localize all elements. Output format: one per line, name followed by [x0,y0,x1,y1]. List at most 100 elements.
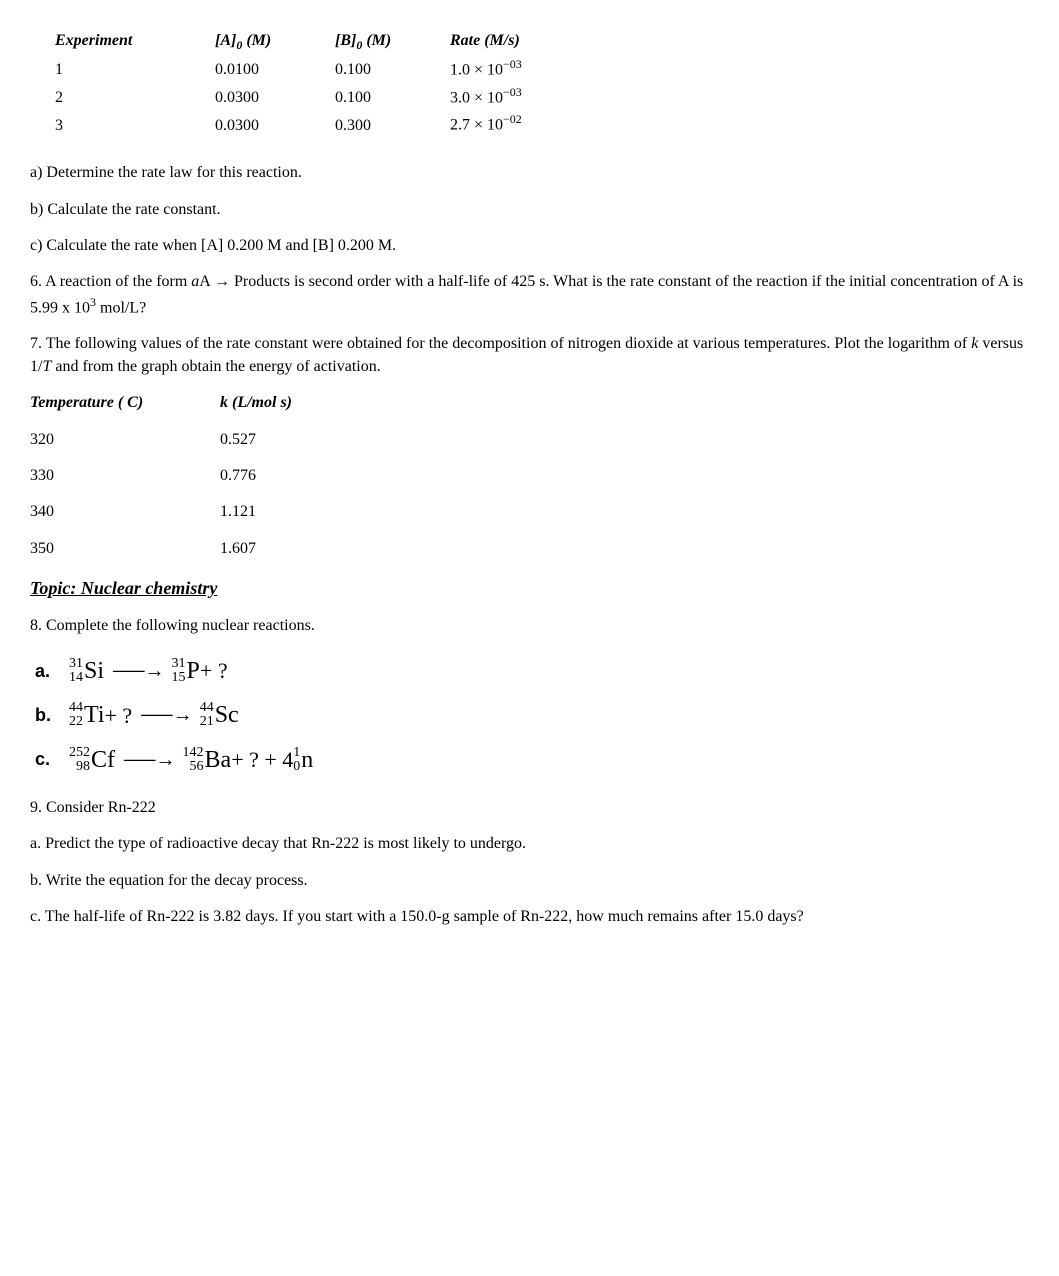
a-val: 0.0100 [215,59,335,81]
rate-mantissa: 1.0 [450,61,470,78]
header-rate-pre: Rate [450,32,484,49]
table-row: 1 0.0100 0.100 1.0 × 10−03 [55,56,1029,82]
isotope-neutron: 10n [293,741,313,779]
k-val: 0.527 [220,429,340,451]
eqn-rhs-mid: + ? + 4 [231,742,293,777]
eqn-label-a: a. [35,657,59,686]
mass-num: 142 [183,746,204,760]
header-a-post: (M) [242,32,271,49]
temp-row: 350 1.607 [30,538,1029,560]
header-rate: Rate (M/s) [450,30,630,54]
mass-num: 31 [69,657,83,671]
a-val: 0.0300 [215,87,335,109]
table-header-row: Experiment [A]0 (M) [B]0 (M) Rate (M/s) [55,30,1029,54]
topic-heading: Topic: Nuclear chemistry [30,576,1029,601]
iso-nums: 14256 [183,746,204,774]
question-c: c) Calculate the rate when [A] 0.200 M a… [30,235,1029,257]
element-sym: Ba [205,741,232,779]
q6-post: mol/L? [96,299,146,316]
iso-nums: 4421 [200,701,214,729]
header-rate-post: (M/s) [484,32,520,49]
arrow-icon: ⸺→ [123,744,175,776]
exp-num: 1 [55,59,215,81]
header-k: k (L/mol s) [220,392,340,414]
k-val: 1.121 [220,501,340,523]
temp-row: 320 0.527 [30,429,1029,451]
rate-mantissa: 2.7 [450,117,470,134]
header-a-pre: [A] [215,32,236,49]
exp-num: 2 [55,87,215,109]
element-sym: Ti [84,696,104,734]
isotope-si31: 3114Si [69,652,104,690]
temp-header-row: Temperature ( C) k (L/mol s) [30,392,1029,414]
exp-num: 3 [55,115,215,137]
element-sym: Sc [215,696,239,734]
rate-val: 3.0 × 10−03 [450,84,630,110]
isotope-ba142: 14256Ba [183,741,232,779]
element-sym: P [187,652,200,690]
element-sym: n [301,741,313,779]
temp-val: 350 [30,538,220,560]
question-9c: c. The half-life of Rn-222 is 3.82 days.… [30,906,1029,928]
element-sym: Si [84,652,104,690]
question-9a: a. Predict the type of radioactive decay… [30,833,1029,855]
atomic-num: 15 [172,671,186,685]
eqn-label-b: b. [35,701,59,730]
question-7: 7. The following values of the rate cons… [30,333,1029,378]
iso-nums: 3115 [172,657,186,685]
q7-post: and from the graph obtain the energy of … [51,358,380,375]
atomic-num: 98 [76,760,90,774]
header-a0: [A]0 (M) [215,30,335,54]
q7-pre: 7. The following values of the rate cons… [30,335,971,352]
mass-num: 44 [200,701,214,715]
question-b: b) Calculate the rate constant. [30,199,1029,221]
question-9: 9. Consider Rn-222 [30,797,1029,819]
atomic-num: 0 [293,760,300,774]
question-8: 8. Complete the following nuclear reacti… [30,615,1029,637]
header-b0: [B]0 (M) [335,30,450,54]
temp-val: 320 [30,429,220,451]
table-row: 3 0.0300 0.300 2.7 × 10−02 [55,111,1029,137]
eqn-lhs-tail: + ? [104,698,132,733]
k-val: 1.607 [220,538,340,560]
header-temperature: Temperature ( C) [30,392,220,414]
k-val: 0.776 [220,465,340,487]
question-a: a) Determine the rate law for this react… [30,162,1029,184]
atomic-num: 14 [69,671,83,685]
question-6: 6. A reaction of the form aA → Products … [30,271,1029,319]
b-val: 0.300 [335,115,450,137]
iso-nums: 3114 [69,657,83,685]
temp-row: 330 0.776 [30,465,1029,487]
isotope-ti44: 4422Ti [69,696,104,734]
temp-val: 330 [30,465,220,487]
temperature-table: Temperature ( C) k (L/mol s) 320 0.527 3… [30,392,1029,560]
table-row: 2 0.0300 0.100 3.0 × 10−03 [55,84,1029,110]
rate-exp: −03 [503,85,522,99]
arrow-icon: ⸺→ [140,699,192,731]
mass-num: 252 [69,746,90,760]
isotope-cf252: 25298Cf [69,741,115,779]
iso-nums: 4422 [69,701,83,729]
header-b-post: (M) [362,32,391,49]
temp-row: 340 1.121 [30,501,1029,523]
b-val: 0.100 [335,87,450,109]
nuclear-equations: a. 3114Si ⸺→ 3115P + ? b. 4422Ti + ? ⸺→ … [35,652,1029,779]
mass-num: 31 [172,657,186,671]
iso-nums: 10 [293,746,300,774]
q6-text: 6. A reaction of the form [30,273,191,290]
rate-exp: −03 [503,57,522,71]
temp-val: 340 [30,501,220,523]
rate-val: 2.7 × 10−02 [450,111,630,137]
atomic-num: 22 [69,715,83,729]
rate-exp: −02 [503,112,522,126]
b-val: 0.100 [335,59,450,81]
element-sym: Cf [91,741,115,779]
header-experiment: Experiment [55,30,215,54]
equation-a: a. 3114Si ⸺→ 3115P + ? [35,652,1029,690]
equation-c: c. 25298Cf ⸺→ 14256Ba + ? + 4 10n [35,741,1029,779]
isotope-p31: 3115P [172,652,200,690]
eqn-label-c: c. [35,745,59,774]
rate-mantissa: 3.0 [450,89,470,106]
atomic-num: 21 [200,715,214,729]
rate-val: 1.0 × 10−03 [450,56,630,82]
